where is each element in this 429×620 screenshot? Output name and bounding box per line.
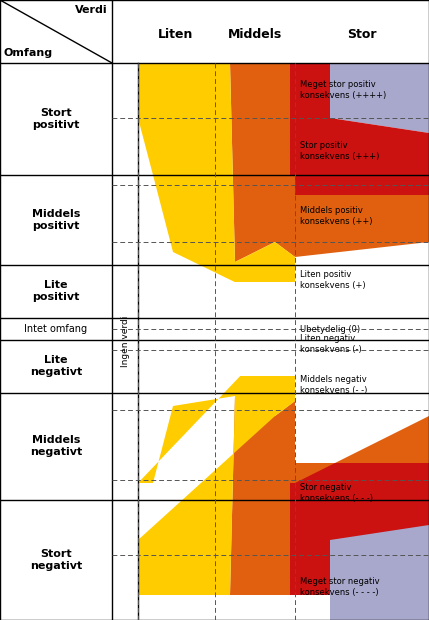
Text: Middels
positivt: Middels positivt: [32, 209, 80, 231]
Text: Intet omfang: Intet omfang: [24, 324, 88, 334]
Text: Stor: Stor: [347, 27, 377, 40]
Polygon shape: [230, 396, 429, 595]
Polygon shape: [330, 63, 429, 133]
Polygon shape: [290, 463, 429, 595]
Text: Stort
negativt: Stort negativt: [30, 549, 82, 571]
Polygon shape: [230, 63, 429, 262]
Polygon shape: [138, 63, 295, 287]
Text: Meget stor positiv
konsekvens (++++): Meget stor positiv konsekvens (++++): [300, 81, 386, 100]
Bar: [138, 282, 429, 376]
Text: Liten negativ
konsekvens (-): Liten negativ konsekvens (-): [300, 334, 362, 353]
Text: Meget stor negativ
konsekvens (- - - -): Meget stor negativ konsekvens (- - - -): [300, 577, 380, 596]
Text: Middels negativ
konsekvens (- -): Middels negativ konsekvens (- -): [300, 375, 367, 395]
Text: Stort
positivt: Stort positivt: [32, 108, 80, 130]
Polygon shape: [290, 63, 429, 195]
Bar: [112, 63, 138, 620]
Polygon shape: [138, 371, 295, 595]
Text: Stor positiv
konsekvens (+++): Stor positiv konsekvens (+++): [300, 141, 379, 161]
Text: Middels positiv
konsekvens (++): Middels positiv konsekvens (++): [300, 206, 372, 226]
Text: Middels
negativt: Middels negativt: [30, 435, 82, 457]
Text: Ubetydelig (0): Ubetydelig (0): [300, 324, 360, 334]
Text: Stor negativ
konsekvens (- - -): Stor negativ konsekvens (- - -): [300, 484, 373, 503]
Text: Lite
positivt: Lite positivt: [32, 280, 80, 302]
Polygon shape: [330, 525, 429, 620]
Text: Omfang: Omfang: [3, 48, 52, 58]
Text: Liten positiv
konsekvens (+): Liten positiv konsekvens (+): [300, 270, 366, 290]
Text: Ingen verdi: Ingen verdi: [121, 316, 130, 366]
Text: Verdi: Verdi: [76, 5, 108, 15]
Text: Lite
negativt: Lite negativt: [30, 355, 82, 377]
Text: Liten: Liten: [158, 27, 193, 40]
Text: Middels: Middels: [228, 27, 282, 40]
